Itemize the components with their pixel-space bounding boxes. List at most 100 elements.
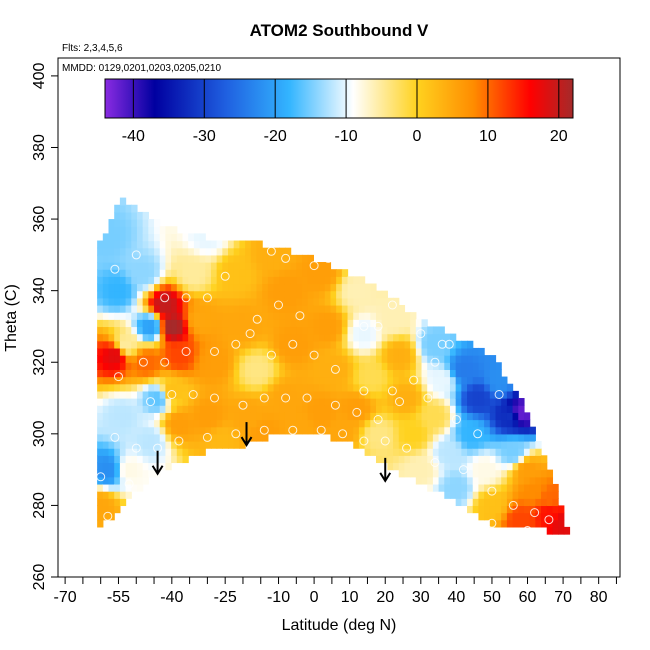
- heatmap-cell: [216, 347, 223, 356]
- heatmap-cell: [182, 383, 189, 392]
- heatmap-cell: [216, 312, 223, 320]
- heatmap-cell: [489, 505, 497, 514]
- heatmap-cell: [444, 347, 451, 356]
- heatmap-cell: [176, 290, 184, 299]
- heatmap-cell: [472, 412, 480, 421]
- x-tick-label: -10: [267, 589, 290, 606]
- heatmap-cell: [324, 390, 332, 399]
- heatmap-cell: [347, 276, 354, 285]
- heatmap-cell: [484, 512, 491, 521]
- heatmap-cell: [199, 276, 206, 285]
- heatmap-cell: [119, 304, 127, 313]
- heatmap-cell: [307, 398, 314, 406]
- heatmap-cell: [444, 362, 451, 370]
- heatmap-cell: [467, 491, 474, 499]
- heatmap-cell: [182, 376, 189, 385]
- heatmap-cell: [267, 319, 275, 328]
- heatmap-cell: [125, 340, 132, 349]
- heatmap-cell: [404, 440, 411, 449]
- heatmap-cell: [188, 347, 195, 356]
- heatmap-cell: [415, 362, 423, 370]
- heatmap-cell: [142, 283, 149, 292]
- heatmap-cell: [108, 433, 115, 442]
- heatmap-cell: [256, 283, 263, 292]
- heatmap-cell: [114, 304, 121, 313]
- heatmap-cell: [449, 462, 457, 471]
- heatmap-cell: [176, 326, 184, 335]
- heatmap-cell: [182, 269, 189, 277]
- heatmap-cell: [262, 426, 269, 435]
- heatmap-cell: [136, 455, 144, 464]
- heatmap-cell: [364, 319, 371, 328]
- heatmap-cell: [541, 462, 548, 471]
- heatmap-cell: [119, 383, 127, 392]
- heatmap-cell: [444, 491, 451, 499]
- heatmap-cell: [125, 262, 132, 270]
- heatmap-cell: [290, 390, 297, 399]
- heatmap-cell: [313, 398, 320, 406]
- heatmap-cell: [393, 462, 400, 471]
- heatmap-cell: [193, 412, 201, 421]
- heatmap-cell: [313, 262, 320, 270]
- heatmap-cell: [358, 304, 366, 313]
- heatmap-cell: [410, 347, 417, 356]
- heatmap-cell: [518, 498, 525, 507]
- heatmap-cell: [250, 362, 258, 370]
- heatmap-cell: [176, 233, 184, 242]
- heatmap-cell: [114, 290, 121, 299]
- heatmap-cell: [478, 405, 485, 413]
- heatmap-cell: [102, 426, 110, 435]
- heatmap-cell: [381, 290, 388, 299]
- heatmap-cell: [307, 319, 314, 328]
- heatmap-cell: [484, 498, 491, 507]
- heatmap-cell: [341, 333, 349, 342]
- heatmap-cell: [484, 412, 491, 421]
- heatmap-cell: [245, 312, 252, 320]
- heatmap-cell: [484, 455, 491, 464]
- sample-point: [373, 321, 383, 331]
- heatmap-cell: [432, 376, 440, 385]
- heatmap-cell: [228, 369, 235, 378]
- heatmap-cell: [393, 440, 400, 449]
- heatmap-cell: [222, 326, 229, 335]
- heatmap-cell: [421, 347, 428, 356]
- heatmap-cell: [210, 383, 218, 392]
- heatmap-cell: [273, 312, 280, 320]
- heatmap-cell: [358, 333, 366, 342]
- heatmap-cell: [421, 362, 428, 370]
- heatmap-cell: [108, 333, 115, 342]
- heatmap-cell: [284, 283, 292, 292]
- heatmap-cell: [279, 304, 286, 313]
- heatmap-cell: [148, 462, 155, 471]
- heatmap-cell: [523, 469, 531, 478]
- heatmap-cell: [228, 269, 235, 277]
- heatmap-cell: [455, 426, 462, 435]
- heatmap-cell: [336, 269, 343, 277]
- heatmap-cell: [461, 483, 468, 492]
- heatmap-cell: [159, 455, 167, 464]
- heatmap-cell: [302, 283, 309, 292]
- heatmap-cell: [267, 290, 275, 299]
- heatmap-cell: [273, 376, 280, 385]
- heatmap-cell: [478, 512, 485, 521]
- heatmap-cell: [364, 326, 371, 335]
- heatmap-cell: [375, 290, 383, 299]
- heatmap-cell: [188, 405, 195, 413]
- heatmap-cell: [165, 455, 172, 464]
- heatmap-cell: [193, 448, 201, 456]
- heatmap-cell: [296, 355, 303, 363]
- heatmap-cell: [387, 312, 394, 320]
- heatmap-cell: [171, 297, 178, 306]
- heatmap-cell: [324, 269, 332, 277]
- heatmap-cell: [136, 469, 144, 478]
- heatmap-cell: [375, 297, 383, 306]
- heatmap-cell: [313, 362, 320, 370]
- heatmap-cell: [432, 455, 440, 464]
- heatmap-cell: [171, 426, 178, 435]
- heatmap-cell: [381, 376, 388, 385]
- heatmap-cell: [523, 412, 531, 421]
- heatmap-cell: [239, 369, 246, 378]
- heatmap-cell: [210, 254, 218, 263]
- heatmap-cell: [97, 254, 104, 263]
- heatmap-cell: [256, 247, 263, 256]
